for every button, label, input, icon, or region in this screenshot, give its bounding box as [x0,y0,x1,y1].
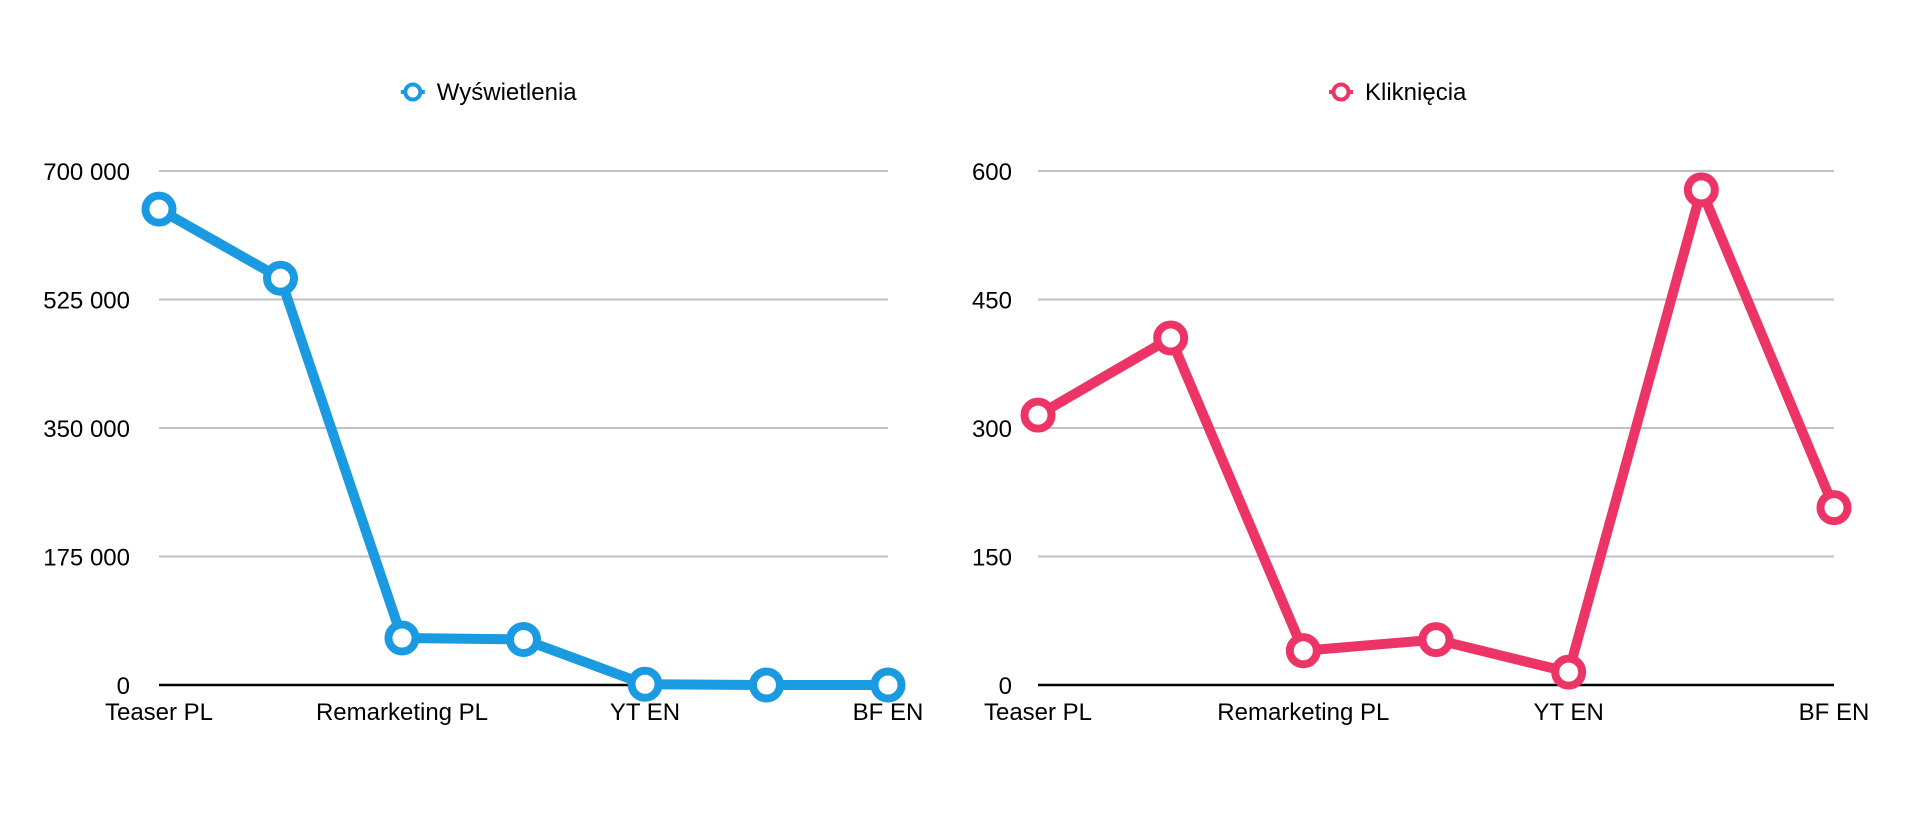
y-tick-label: 150 [972,545,1012,572]
legend-marker [1331,82,1351,102]
y-tick-label: 350 000 [43,416,130,443]
legend: Kliknięcia [1329,79,1467,106]
data-point [141,191,177,227]
legend-label: Wyświetlenia [437,79,577,106]
data-point [1683,172,1719,208]
data-point [870,667,906,703]
data-point [506,621,541,657]
x-tick-label: YT EN [610,699,680,726]
legend-marker [403,82,423,102]
y-tick-label: 525 000 [43,288,130,315]
data-point [1418,622,1454,658]
series-line [1033,184,1839,678]
data-point [1551,654,1587,690]
x-tick-label: BF EN [1799,699,1870,726]
data-point [1153,320,1189,356]
y-tick-label: 175 000 [43,545,130,572]
y-tick-label: 700 000 [43,159,130,186]
x-tick-label: YT EN [1534,699,1604,726]
legend-label: Kliknięcia [1365,79,1467,106]
chart-1: Wyświetlenia 0 175 000 350 000 525 000 700 00… [43,79,923,726]
x-tick-label: Teaser PL [984,699,1092,726]
y-tick-label: 300 [972,416,1012,443]
data-point [627,666,663,702]
x-tick-label: Teaser PL [105,699,213,726]
data-point [1020,397,1056,433]
data-point [1816,490,1852,526]
data-point [263,260,298,296]
y-tick-label: 0 [117,673,130,700]
y-tick-label: 0 [999,673,1012,700]
x-tick-label: Remarketing PL [316,699,488,726]
chart-2: Kliknięcia 0 150 300 450 600 Teaser PL Remarket… [972,79,1869,726]
legend: Wyświetlenia [400,79,577,106]
y-tick-label: 450 [972,288,1012,315]
data-point [749,667,784,703]
x-tick-label: Remarketing PL [1217,699,1389,726]
x-tick-label: BF EN [853,699,924,726]
data-point [1285,633,1321,669]
data-point [384,620,420,656]
y-tick-label: 600 [972,159,1012,186]
